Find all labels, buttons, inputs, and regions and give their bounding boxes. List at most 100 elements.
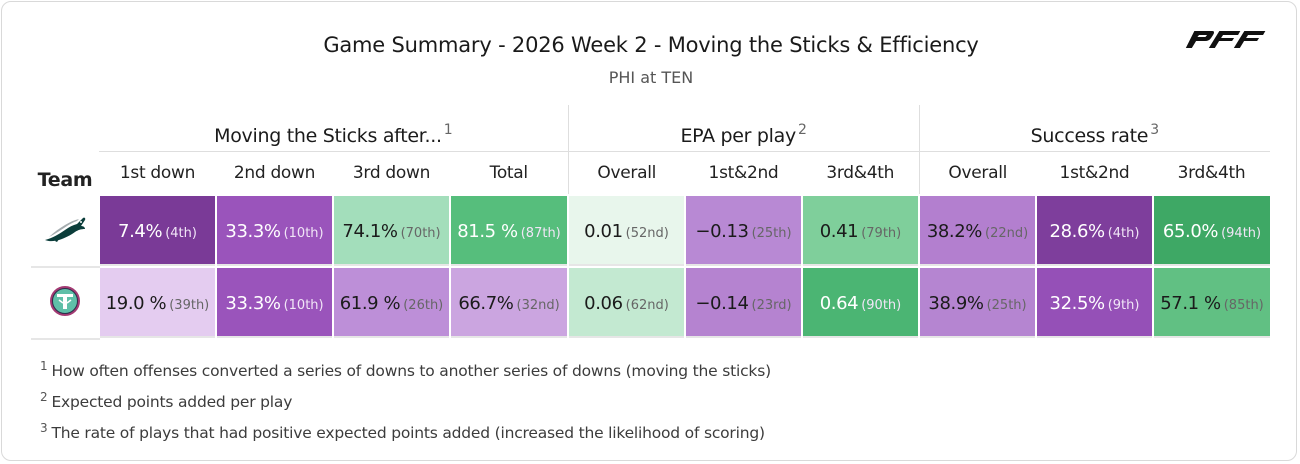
stat-rank: (26th)	[403, 297, 444, 313]
footnote-number: 1	[40, 359, 48, 373]
stat-cell: 28.6% (4th)	[1035, 194, 1153, 268]
table-row: 19.0 % (39th) 33.3% (10th) 61.9 % (26th) 66.7%…	[31, 266, 1270, 340]
stat-value: 33.3%	[225, 220, 281, 242]
stat-cell: 32.5% (9th)	[1035, 266, 1153, 340]
stat-value: 38.2%	[926, 220, 983, 242]
group-header-epa: EPA per play 2	[567, 105, 919, 152]
stat-value: 81.5 %	[457, 220, 518, 242]
column-header-team: Team	[37, 169, 93, 191]
stat-rank: (10th)	[283, 225, 324, 241]
stat-cell: 61.9 % (26th)	[332, 266, 450, 340]
titans-logo-icon[interactable]	[48, 284, 82, 318]
stat-value: 0.06	[584, 292, 623, 314]
stat-rank: (32nd)	[516, 297, 560, 313]
stat-value: 74.1%	[342, 220, 398, 242]
footnote-text: The rate of plays that had positive expe…	[51, 424, 765, 443]
column-header: 3rd down	[352, 162, 431, 183]
group-label: Success rate	[1030, 124, 1149, 147]
stat-rank: (23rd)	[751, 297, 792, 313]
stat-rank: (94th)	[1221, 225, 1262, 241]
page-title: Game Summary - 2026 Week 2 - Moving the …	[323, 33, 979, 57]
stat-value: 66.7%	[458, 292, 514, 314]
team-cell	[31, 267, 99, 340]
column-header: Overall	[918, 151, 1036, 195]
column-header: 3rd&4th	[1177, 162, 1246, 183]
footnote-number: 3	[40, 421, 48, 435]
stat-cell: 33.3% (10th)	[215, 194, 333, 268]
stat-value: −0.14	[695, 292, 749, 314]
stat-cell: 0.41 (79th)	[801, 194, 919, 268]
stat-value: −0.13	[695, 220, 749, 242]
stat-rank: (90th)	[861, 297, 902, 313]
page-subtitle: PHI at TEN	[608, 68, 694, 87]
footnote-number: 2	[40, 390, 48, 404]
footnote-marker: 2	[797, 122, 807, 139]
stat-rank: (85th)	[1223, 297, 1264, 313]
stat-cell: 57.1 % (85th)	[1152, 266, 1270, 340]
stat-rank: (70th)	[400, 225, 441, 241]
stat-value: 0.01	[584, 220, 623, 242]
stat-cell: 74.1% (70th)	[332, 194, 450, 268]
stat-cell: 33.3% (10th)	[215, 266, 333, 340]
stat-rank: (4th)	[1107, 225, 1140, 241]
footnote-3: 3 The rate of plays that had positive exp…	[40, 421, 765, 442]
stat-value: 32.5%	[1049, 292, 1106, 314]
stat-value: 28.6%	[1049, 220, 1106, 242]
footnote-1: 1 How often offenses converted a series o…	[40, 359, 771, 380]
stat-value: 19.0 %	[105, 292, 167, 314]
footnote-marker: 1	[443, 122, 453, 139]
group-header-moving-sticks: Moving the Sticks after... 1	[99, 105, 568, 152]
team-cell	[31, 195, 99, 268]
eagles-logo-icon[interactable]	[43, 212, 87, 246]
stat-rank: (79th)	[861, 225, 902, 241]
stat-value: 7.4%	[118, 220, 163, 242]
stat-cell: 0.06 (62nd)	[567, 266, 685, 340]
group-header-spacer	[31, 105, 99, 151]
stat-cell: 66.7% (32nd)	[449, 266, 568, 340]
pff-logo-icon	[1185, 31, 1266, 48]
stat-value: 57.1 %	[1160, 292, 1221, 314]
stat-cell: 81.5 % (87th)	[449, 194, 568, 268]
column-header: Overall	[567, 151, 685, 195]
stat-rank: (9th)	[1107, 297, 1140, 313]
stat-rank: (39th)	[169, 297, 210, 313]
stat-rank: (62nd)	[625, 297, 669, 313]
column-header: 1st&2nd	[708, 162, 779, 183]
stats-table: Moving the Sticks after... 1 EPA per play…	[31, 105, 1270, 340]
footnote-marker: 3	[1150, 122, 1159, 139]
stat-cell: 7.4% (4th)	[98, 194, 216, 268]
column-header: 2nd down	[233, 162, 316, 183]
stat-cell: −0.13 (25th)	[684, 194, 802, 268]
stat-value: 33.3%	[225, 292, 281, 314]
footnote-text: Expected points added per play	[51, 393, 293, 412]
stat-rank: (52nd)	[625, 225, 669, 241]
group-label: Moving the Sticks after...	[214, 124, 442, 147]
column-header: 3rd&4th	[826, 162, 895, 183]
stat-cell: 0.64 (90th)	[801, 266, 919, 340]
stat-cell: 38.9% (25th)	[918, 266, 1036, 340]
footnote-text: How often offenses converted a series of…	[51, 362, 771, 381]
stat-value: 0.41	[819, 220, 859, 242]
stat-rank: (25th)	[751, 225, 792, 241]
stat-value: 65.0%	[1162, 220, 1219, 242]
stat-cell: 19.0 % (39th)	[98, 266, 216, 340]
stat-rank: (87th)	[520, 225, 561, 241]
stat-rank: (22nd)	[985, 225, 1029, 241]
stat-rank: (25th)	[986, 297, 1027, 313]
stat-value: 0.64	[819, 292, 859, 314]
group-header-success-rate: Success rate 3	[918, 105, 1270, 152]
stat-rank: (10th)	[283, 297, 324, 313]
stat-cell: 0.01 (52nd)	[567, 194, 685, 268]
stat-value: 38.9%	[928, 292, 984, 314]
stat-value: 61.9 %	[339, 292, 401, 314]
group-label: EPA per play	[680, 124, 796, 147]
footnote-2: 2 Expected points added per play	[40, 390, 292, 411]
table-row: 7.4% (4th) 33.3% (10th) 74.1% (70th) 81.5 % (87…	[31, 194, 1270, 268]
stat-rank: (4th)	[165, 225, 197, 241]
stat-cell: 38.2% (22nd)	[918, 194, 1036, 268]
stat-cell: −0.14 (23rd)	[684, 266, 802, 340]
column-header: 1st down	[119, 162, 196, 183]
stat-cell: 65.0% (94th)	[1152, 194, 1270, 268]
column-header: 1st&2nd	[1059, 162, 1130, 183]
